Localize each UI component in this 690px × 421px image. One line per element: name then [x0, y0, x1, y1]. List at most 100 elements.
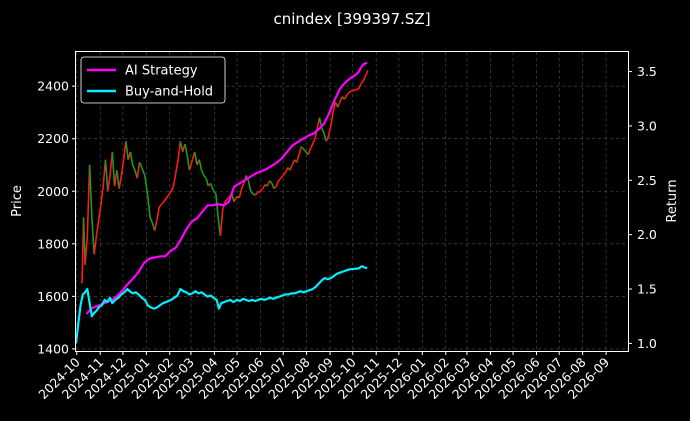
y-left-tick-label: 2400: [37, 79, 69, 94]
price-segment: [254, 192, 259, 196]
series-line-buy-and-hold: [74, 265, 368, 344]
price-segment: [282, 172, 287, 177]
y-axis-left-label: Price: [10, 185, 25, 217]
price-segment: [238, 188, 243, 199]
price-segment: [138, 162, 143, 168]
y-right-tick-label: 1.5: [637, 282, 657, 297]
price-segment: [224, 198, 228, 203]
price-segment: [116, 170, 120, 189]
price-segment: [364, 70, 369, 76]
return-series: [74, 61, 368, 344]
price-segment: [111, 151, 116, 187]
price-segment: [360, 80, 364, 85]
price-segment: [177, 141, 182, 160]
price-segment: [219, 209, 224, 236]
price-segment: [284, 167, 289, 174]
price-segment: [156, 206, 160, 221]
price-segment: [296, 154, 300, 163]
y-left-tick-label: 2200: [37, 131, 69, 146]
legend: AI Strategy Buy-and-Hold: [80, 56, 226, 104]
price-segment: [273, 185, 277, 190]
price-segment: [259, 188, 264, 192]
price-segment: [226, 195, 231, 200]
price-segment: [153, 219, 158, 231]
price-segment: [323, 133, 328, 142]
price-segment: [91, 217, 95, 255]
y-left-tick-label: 2000: [37, 184, 69, 199]
chart-title: cnindex [399397.SZ]: [273, 10, 430, 28]
price-segment: [203, 174, 207, 179]
price-segment: [104, 159, 109, 192]
y-right-tick-label: 2.0: [637, 227, 657, 242]
price-segment: [280, 174, 284, 179]
y-axis-right-label: Return: [665, 179, 680, 222]
y-right-tick-label: 2.5: [637, 173, 657, 188]
price-segment: [200, 169, 205, 176]
price-segment: [325, 135, 330, 142]
price-segment: [186, 154, 191, 171]
price-segment: [362, 75, 367, 82]
plot-frame: [75, 51, 629, 352]
price-segment: [147, 196, 151, 218]
price-segment: [209, 183, 215, 192]
price-segment: [275, 180, 280, 187]
price-segment: [163, 190, 172, 203]
price-segment: [125, 141, 129, 160]
price-segment: [247, 180, 252, 192]
price-segment: [300, 146, 305, 150]
price-segment: [129, 151, 134, 166]
price-segment: [358, 83, 362, 90]
y-right-tick-label: 1.0: [637, 336, 657, 351]
price-segment: [266, 180, 271, 187]
legend-label: Buy-and-Hold: [125, 85, 213, 100]
price-segment: [131, 164, 136, 171]
price-segment: [86, 164, 91, 236]
price-segment: [160, 201, 165, 205]
price-segment: [184, 143, 188, 155]
y-left-tick-label: 1600: [37, 289, 69, 304]
price-segment: [332, 101, 337, 113]
price-segment: [93, 235, 98, 255]
legend-label: AI Strategy: [125, 64, 198, 79]
price-segment: [158, 203, 163, 208]
price-segment: [309, 143, 314, 150]
price-segment: [298, 146, 303, 155]
price-segment: [336, 101, 341, 108]
price-segment: [311, 138, 316, 145]
legend-box: [80, 56, 226, 104]
price-segment: [97, 204, 102, 221]
price-segment: [278, 177, 282, 182]
y-left-tick-label: 1400: [37, 341, 69, 356]
price-segment: [205, 177, 210, 187]
price-segment: [118, 175, 123, 189]
price-segment: [170, 185, 175, 192]
price-segment: [179, 141, 184, 153]
price-segment: [240, 183, 245, 189]
price-segment: [188, 159, 194, 171]
price-segment: [289, 164, 293, 171]
price-segment: [307, 148, 312, 155]
price-segment: [233, 196, 238, 203]
price-segment: [346, 90, 352, 95]
price-segment: [172, 172, 177, 187]
price-segment: [82, 217, 86, 265]
price-segment: [330, 112, 334, 126]
price-segment: [321, 127, 325, 134]
price-segment: [257, 190, 261, 194]
price-segment: [149, 217, 154, 224]
y-left-tick-label: 1800: [37, 236, 69, 251]
price-segment: [302, 148, 307, 153]
y-right-tick-label: 3.5: [637, 64, 657, 79]
price-segment: [271, 183, 275, 189]
price-segment: [175, 159, 179, 173]
price-segment: [350, 88, 360, 93]
price-segment: [88, 164, 93, 218]
price-segment: [215, 193, 219, 218]
price-segment: [268, 180, 273, 184]
series-line-ai-strategy: [85, 61, 368, 315]
price-segment: [141, 167, 146, 176]
price-segment: [193, 151, 198, 166]
price-segment: [291, 159, 296, 166]
price-segment: [106, 175, 111, 192]
